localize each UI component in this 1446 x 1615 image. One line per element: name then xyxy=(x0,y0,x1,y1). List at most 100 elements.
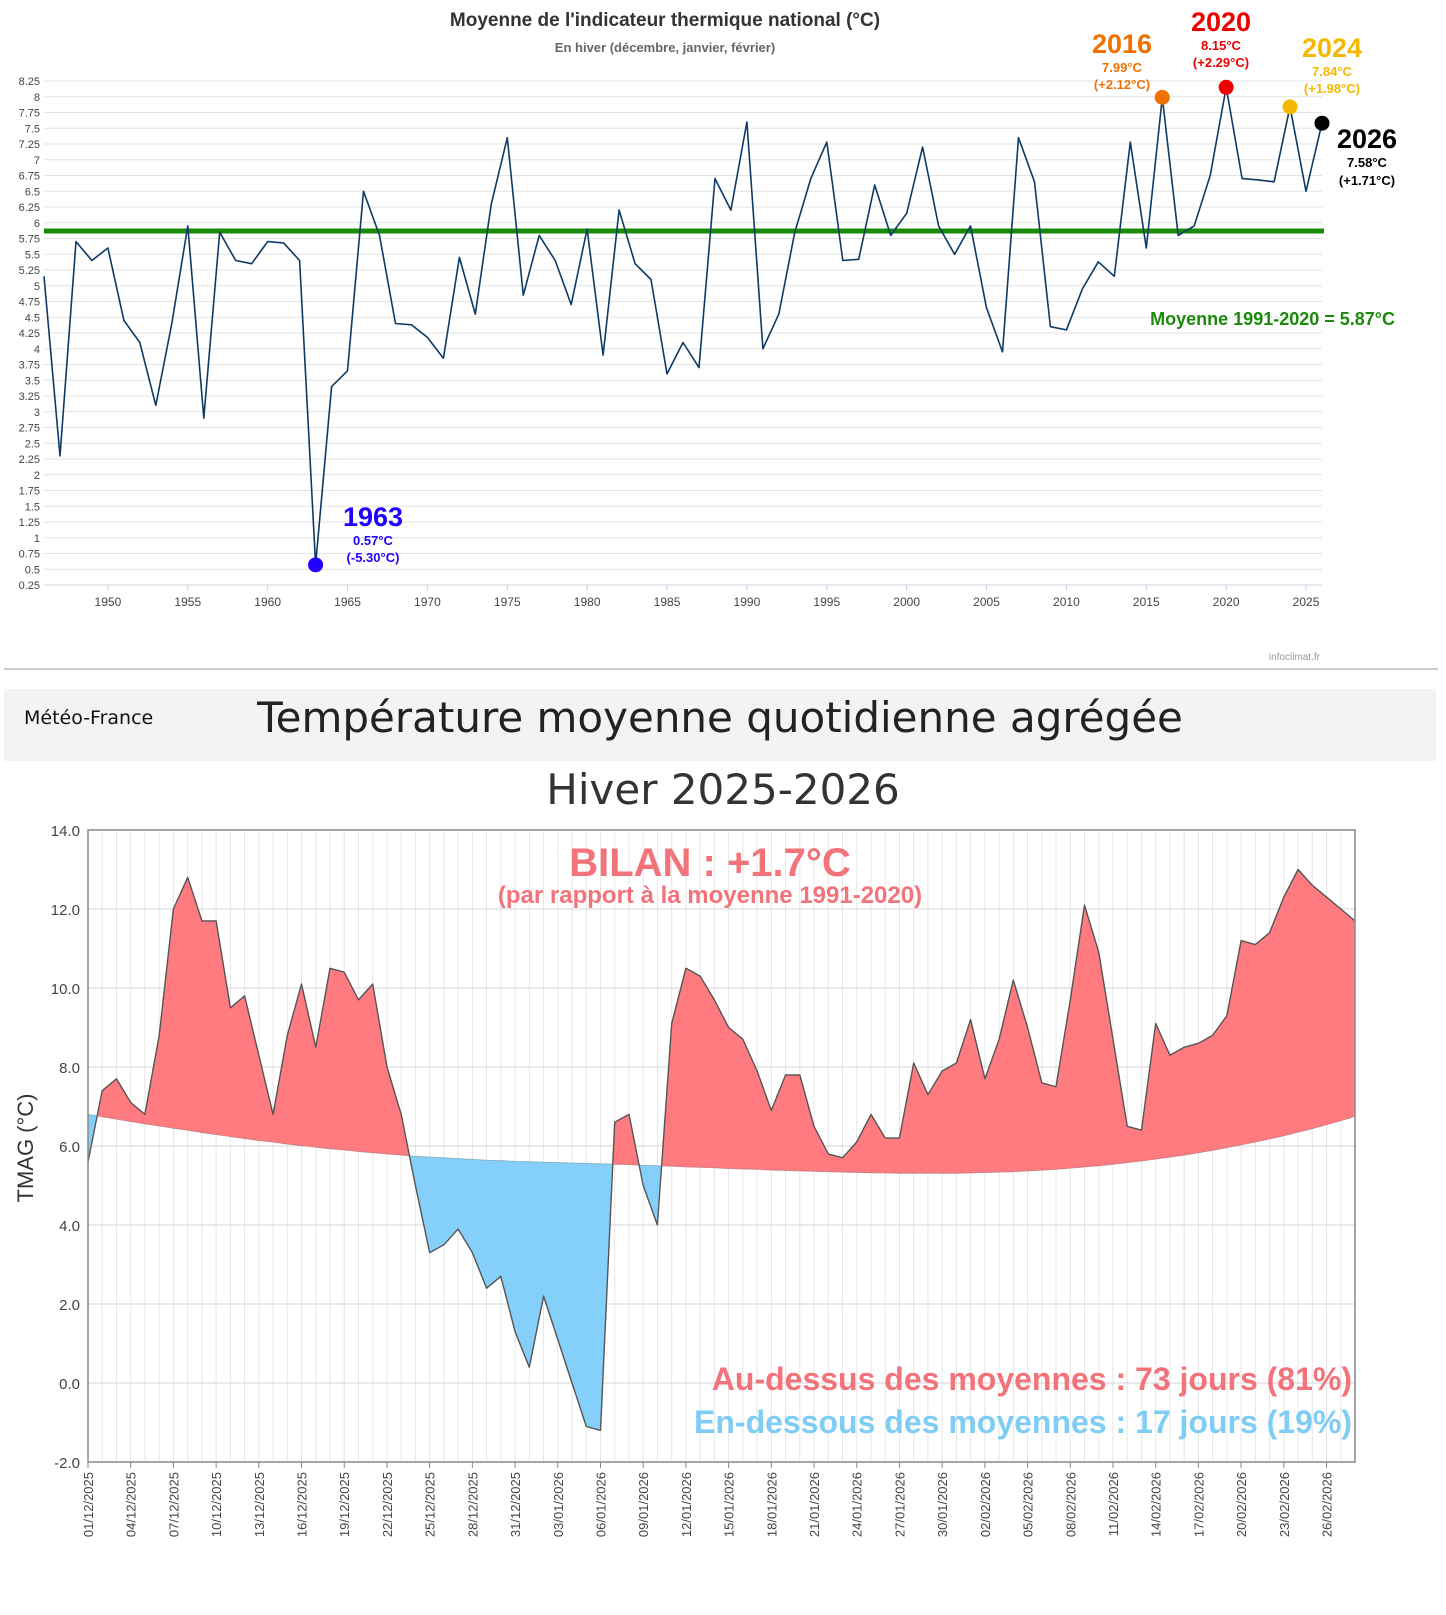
x-tick-label: 1975 xyxy=(494,595,521,609)
x-tick-label: 1950 xyxy=(95,595,122,609)
y-tick-label: 0.0 xyxy=(59,1376,80,1393)
x-tick-label: 2025 xyxy=(1293,595,1320,609)
x-tick-label: 31/12/2025 xyxy=(508,1472,523,1537)
y-tick-label: 4.75 xyxy=(19,297,40,309)
y-tick-label: 4 xyxy=(34,344,40,356)
anomaly-area xyxy=(628,1114,640,1166)
anomaly-area xyxy=(472,1159,487,1289)
anomaly-area xyxy=(1212,1014,1228,1151)
x-tick-label: 08/02/2026 xyxy=(1063,1472,1078,1537)
y-tick-label: 2.0 xyxy=(59,1297,80,1314)
tmag-line xyxy=(87,868,1356,1432)
anomaly-area xyxy=(956,1019,971,1174)
x-tick-label: 2015 xyxy=(1133,595,1160,609)
y-tick-label: 4.0 xyxy=(59,1218,80,1235)
anomaly-area xyxy=(244,995,260,1141)
x-tick-label: 09/01/2026 xyxy=(636,1472,651,1537)
anomaly-area xyxy=(1283,869,1299,1137)
highlight-year-2026: 2026 xyxy=(1337,124,1397,154)
anomaly-area xyxy=(1226,940,1242,1148)
anomaly-area xyxy=(1183,1042,1199,1156)
y-tick-label: -2.0 xyxy=(54,1455,80,1472)
anomaly-area xyxy=(116,1077,132,1122)
anomaly-area xyxy=(661,1023,672,1167)
x-tick-label: 04/12/2025 xyxy=(124,1472,139,1537)
anomaly-area xyxy=(514,1161,530,1368)
y-tick-label: 8.0 xyxy=(59,1060,80,1077)
x-tick-label: 24/01/2026 xyxy=(850,1472,865,1537)
highlight-year-2024: 2024 xyxy=(1302,33,1362,63)
anomaly-area xyxy=(714,999,729,1169)
y-tick-label: 7 xyxy=(34,155,40,167)
y-tick-label: 0.75 xyxy=(19,549,40,561)
y-tick-label: 10.0 xyxy=(51,981,80,998)
anomaly-area xyxy=(443,1157,459,1246)
anomaly-area xyxy=(756,1070,772,1171)
anomaly-area xyxy=(96,1090,103,1118)
anomaly-area xyxy=(400,1114,410,1157)
anomaly-area xyxy=(1084,904,1100,1168)
y-tick-label: 4.5 xyxy=(25,312,40,324)
anomaly-area xyxy=(415,1155,430,1253)
anomaly-area xyxy=(1098,952,1114,1167)
x-tick-label: 2010 xyxy=(1053,595,1080,609)
anomaly-area xyxy=(614,1113,630,1165)
anomaly-area xyxy=(771,1074,786,1171)
anomaly-area xyxy=(230,995,245,1139)
y-tick-label: 12.0 xyxy=(51,902,80,919)
anomaly-area xyxy=(272,1035,288,1145)
highlight-anomaly-1963: (-5.30°C) xyxy=(347,550,400,565)
anomaly-area xyxy=(1126,1125,1142,1163)
anomaly-area xyxy=(158,908,174,1129)
y-tick-label: 7.5 xyxy=(25,123,40,135)
highlight-year-2016: 2016 xyxy=(1092,29,1152,59)
anomaly-area xyxy=(358,983,374,1154)
x-tick-label: 14/02/2026 xyxy=(1149,1472,1164,1537)
x-tick-label: 02/02/2026 xyxy=(978,1472,993,1537)
highlight-point-2020 xyxy=(1218,79,1234,95)
anomaly-area xyxy=(1255,932,1270,1143)
anomaly-area xyxy=(215,920,231,1137)
banner-source: Météo-France xyxy=(24,707,154,729)
anomaly-area xyxy=(785,1074,801,1172)
anomaly-area xyxy=(870,1113,886,1174)
x-tick-label: 1995 xyxy=(813,595,840,609)
x-tick-label: 10/12/2025 xyxy=(209,1472,224,1537)
anomaly-area xyxy=(571,1162,587,1427)
anomaly-area xyxy=(486,1159,502,1289)
y-tick-label: 3.25 xyxy=(19,391,40,403)
highlight-value-2020: 8.15°C xyxy=(1201,38,1242,53)
y-tick-label: 2.5 xyxy=(25,438,40,450)
anomaly-area xyxy=(543,1161,559,1340)
anomaly-area xyxy=(728,1026,744,1170)
anomaly-area xyxy=(984,1039,1000,1173)
anomaly-area xyxy=(258,1055,274,1143)
x-tick-label: 1965 xyxy=(334,595,361,609)
anomaly-area xyxy=(799,1074,815,1172)
anomaly-area xyxy=(529,1161,544,1368)
highlight-anomaly-2016: (+2.12°C) xyxy=(1094,77,1150,92)
anomaly-area xyxy=(201,920,217,1135)
y-tick-label: 1.5 xyxy=(25,501,40,513)
y-tick-label: 8.25 xyxy=(19,76,40,88)
highlight-value-2016: 7.99°C xyxy=(1102,60,1143,75)
y-tick-label: 1 xyxy=(34,533,40,545)
highlight-anomaly-2020: (+2.29°C) xyxy=(1193,55,1249,70)
chart-title: Moyenne de l'indicateur thermique nation… xyxy=(450,10,880,31)
anomaly-area xyxy=(372,983,388,1155)
x-tick-label: 1955 xyxy=(174,595,201,609)
x-tick-label: 20/02/2026 xyxy=(1234,1472,1249,1537)
y-tick-label: 2.75 xyxy=(19,423,40,435)
anomaly-area xyxy=(557,1162,573,1384)
x-tick-label: 01/12/2025 xyxy=(81,1472,96,1537)
anomaly-area xyxy=(1013,980,1028,1172)
x-tick-label: 2020 xyxy=(1213,595,1240,609)
x-tick-label: 30/01/2026 xyxy=(935,1472,950,1537)
y-tick-label: 1.75 xyxy=(19,486,40,498)
x-tick-label: 19/12/2025 xyxy=(337,1472,352,1537)
highlight-anomaly-2024: (+1.98°C) xyxy=(1304,81,1360,96)
anomaly-area xyxy=(842,1141,858,1173)
y-tick-label: 1.25 xyxy=(19,517,40,529)
anomaly-area xyxy=(287,983,302,1146)
x-tick-label: 21/01/2026 xyxy=(807,1472,822,1537)
